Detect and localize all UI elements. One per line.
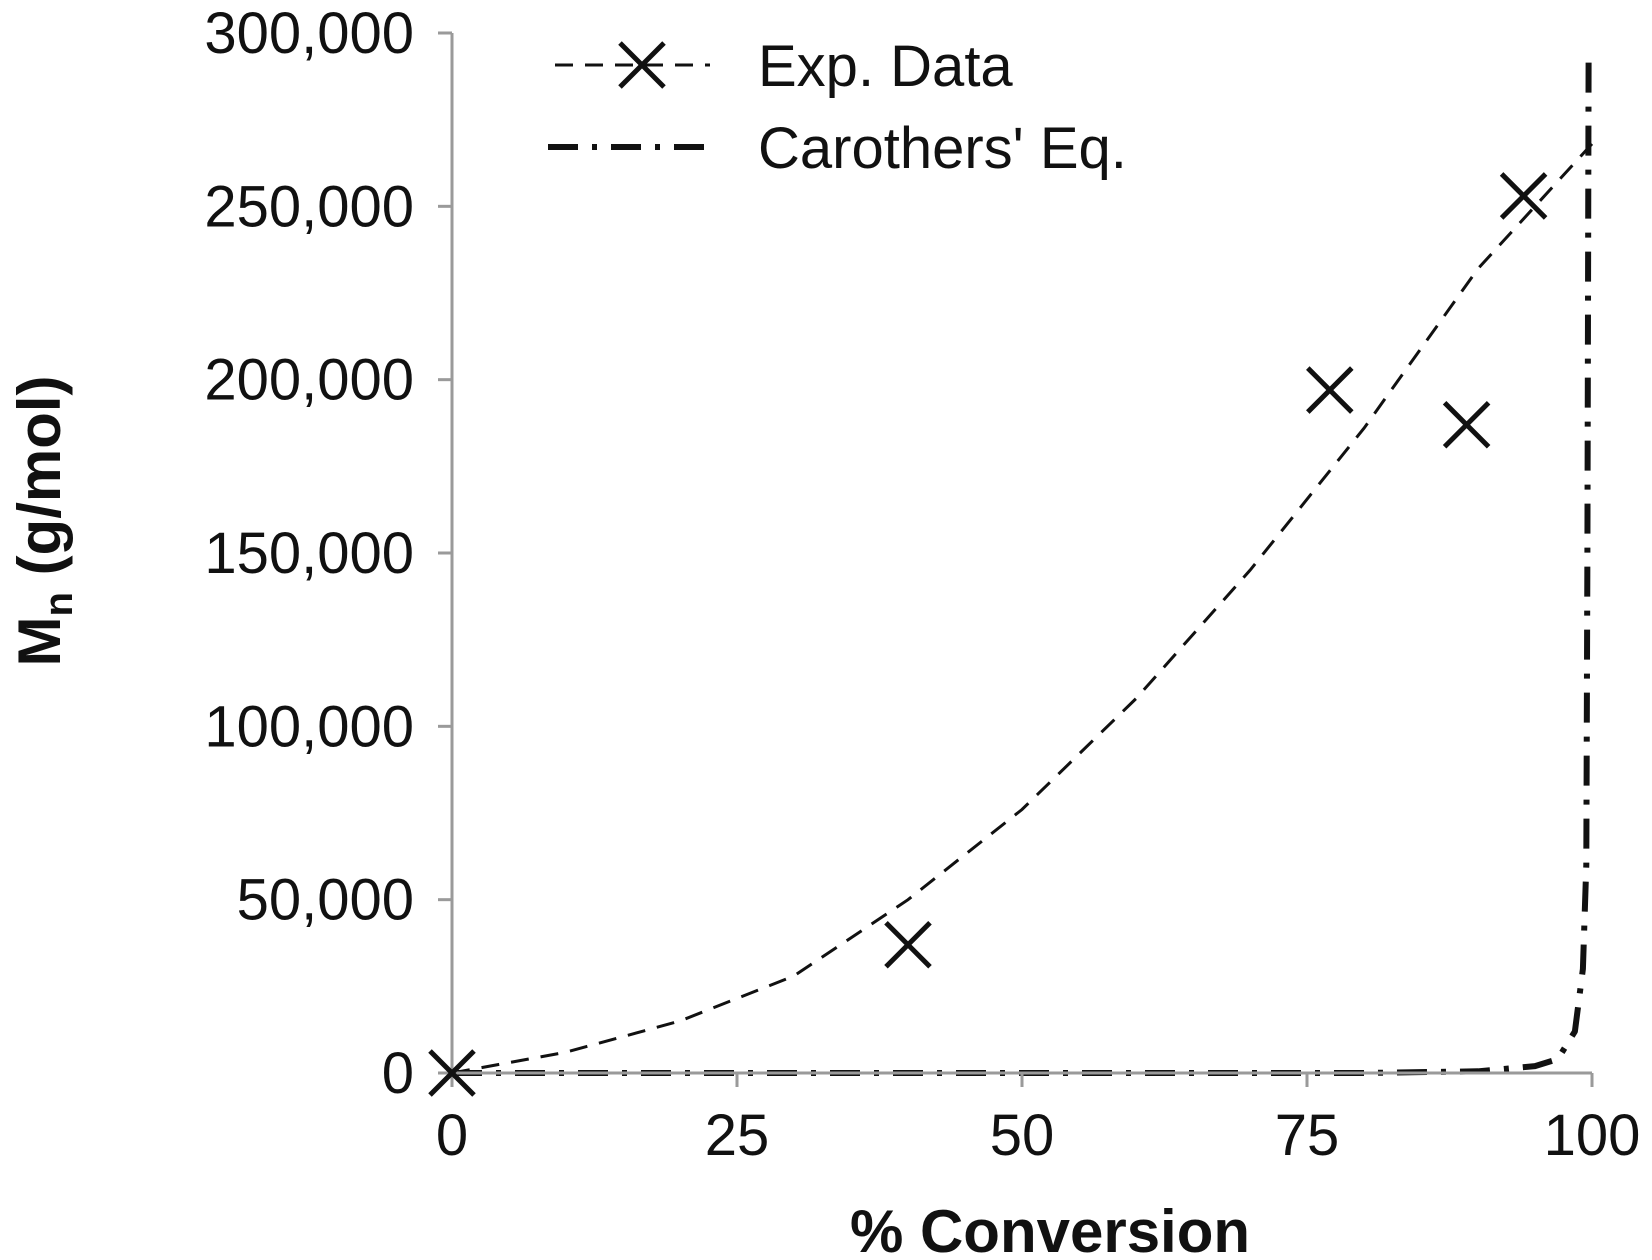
y-tick-label: 250,000 [204, 174, 414, 239]
legend-exp-data-label: Exp. Data [758, 34, 1013, 99]
x-tick-label: 75 [1275, 1103, 1340, 1168]
y-tick-label: 50,000 [237, 868, 414, 933]
x-tick-label: 0 [436, 1103, 468, 1168]
legend-carothers-label: Carothers' Eq. [758, 116, 1127, 181]
data-markers [428, 172, 1548, 1097]
tick-labels: 0 50,000 100,000 150,000 200,000 250,000 300,0… [204, 1, 1640, 1168]
exp-data-point [1499, 172, 1548, 220]
y-axis-title: Mn (g/mol) [6, 375, 81, 666]
axes [438, 31, 1594, 1087]
legend-exp-data-marker [618, 41, 666, 89]
exp-data-trend-line [451, 142, 1594, 1075]
exp-data-point [428, 1049, 476, 1097]
x-axis-title: % Conversion [850, 1198, 1250, 1260]
exp-data-point [884, 920, 932, 969]
y-tick-label: 100,000 [204, 694, 414, 759]
y-tick-label: 0 [382, 1041, 414, 1106]
legend: Exp. Data Carothers' Eq. [548, 34, 1127, 181]
legend-item-carothers-eq: Carothers' Eq. [548, 116, 1127, 181]
legend-item-exp-data: Exp. Data [555, 34, 1013, 99]
plot-lines [451, 60, 1594, 1076]
y-tick-label: 150,000 [204, 521, 414, 586]
x-tick-label: 25 [705, 1103, 770, 1168]
x-tick-label: 50 [990, 1103, 1055, 1168]
x-tick-label: 100 [1544, 1103, 1641, 1168]
y-tick-label: 300,000 [204, 1, 414, 66]
exp-data-point [1306, 366, 1354, 414]
exp-data-point [1442, 400, 1491, 449]
y-tick-label: 200,000 [204, 348, 414, 413]
carothers-eq-line [452, 60, 1592, 1076]
